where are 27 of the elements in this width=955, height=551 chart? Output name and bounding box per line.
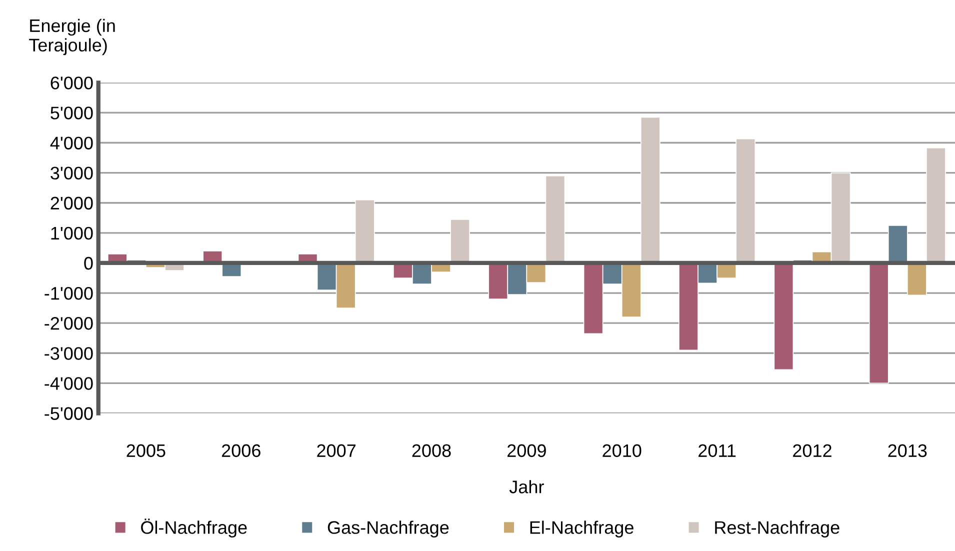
y-axis-title: Energie (in Terajoule) (29, 18, 115, 56)
y-tick-label: 0 (84, 256, 93, 270)
x-tick-label: 2011 (698, 444, 736, 458)
y-tick-label: -2'000 (44, 317, 93, 330)
x-tick-label: 2007 (317, 444, 356, 458)
y-tick-label: 3'000 (50, 166, 93, 180)
x-tick-label: 2005 (126, 444, 166, 458)
x-axis-title: Jahr (509, 480, 544, 494)
y-tick-label: -4'000 (44, 377, 93, 390)
y-tick-label: 1'000 (51, 226, 93, 240)
x-tick-label: 2006 (222, 444, 260, 458)
y-tick-label: 6'000 (50, 76, 93, 90)
x-tick-label: 2010 (602, 444, 642, 458)
y-tick-label: 2'000 (50, 196, 93, 210)
legend-label: Gas-Nachfrage (328, 520, 449, 538)
y-tick-label: -5'000 (44, 407, 93, 420)
x-tick-label: 2009 (508, 444, 546, 458)
x-tick-label: 2012 (793, 444, 832, 458)
y-tick-label: 4'000 (50, 136, 93, 150)
legend-label: Öl-Nachfrage (141, 518, 247, 538)
legend-label: Rest-Nachfrage (715, 520, 840, 538)
legend-label: El-Nachfrage (530, 520, 634, 538)
y-tick-label: 5'000 (50, 106, 93, 120)
y-tick-label: -1'000 (44, 286, 93, 300)
y-tick-label: -3'000 (44, 347, 93, 360)
x-tick-label: 2008 (412, 444, 451, 458)
x-tick-label: 2013 (888, 444, 927, 458)
